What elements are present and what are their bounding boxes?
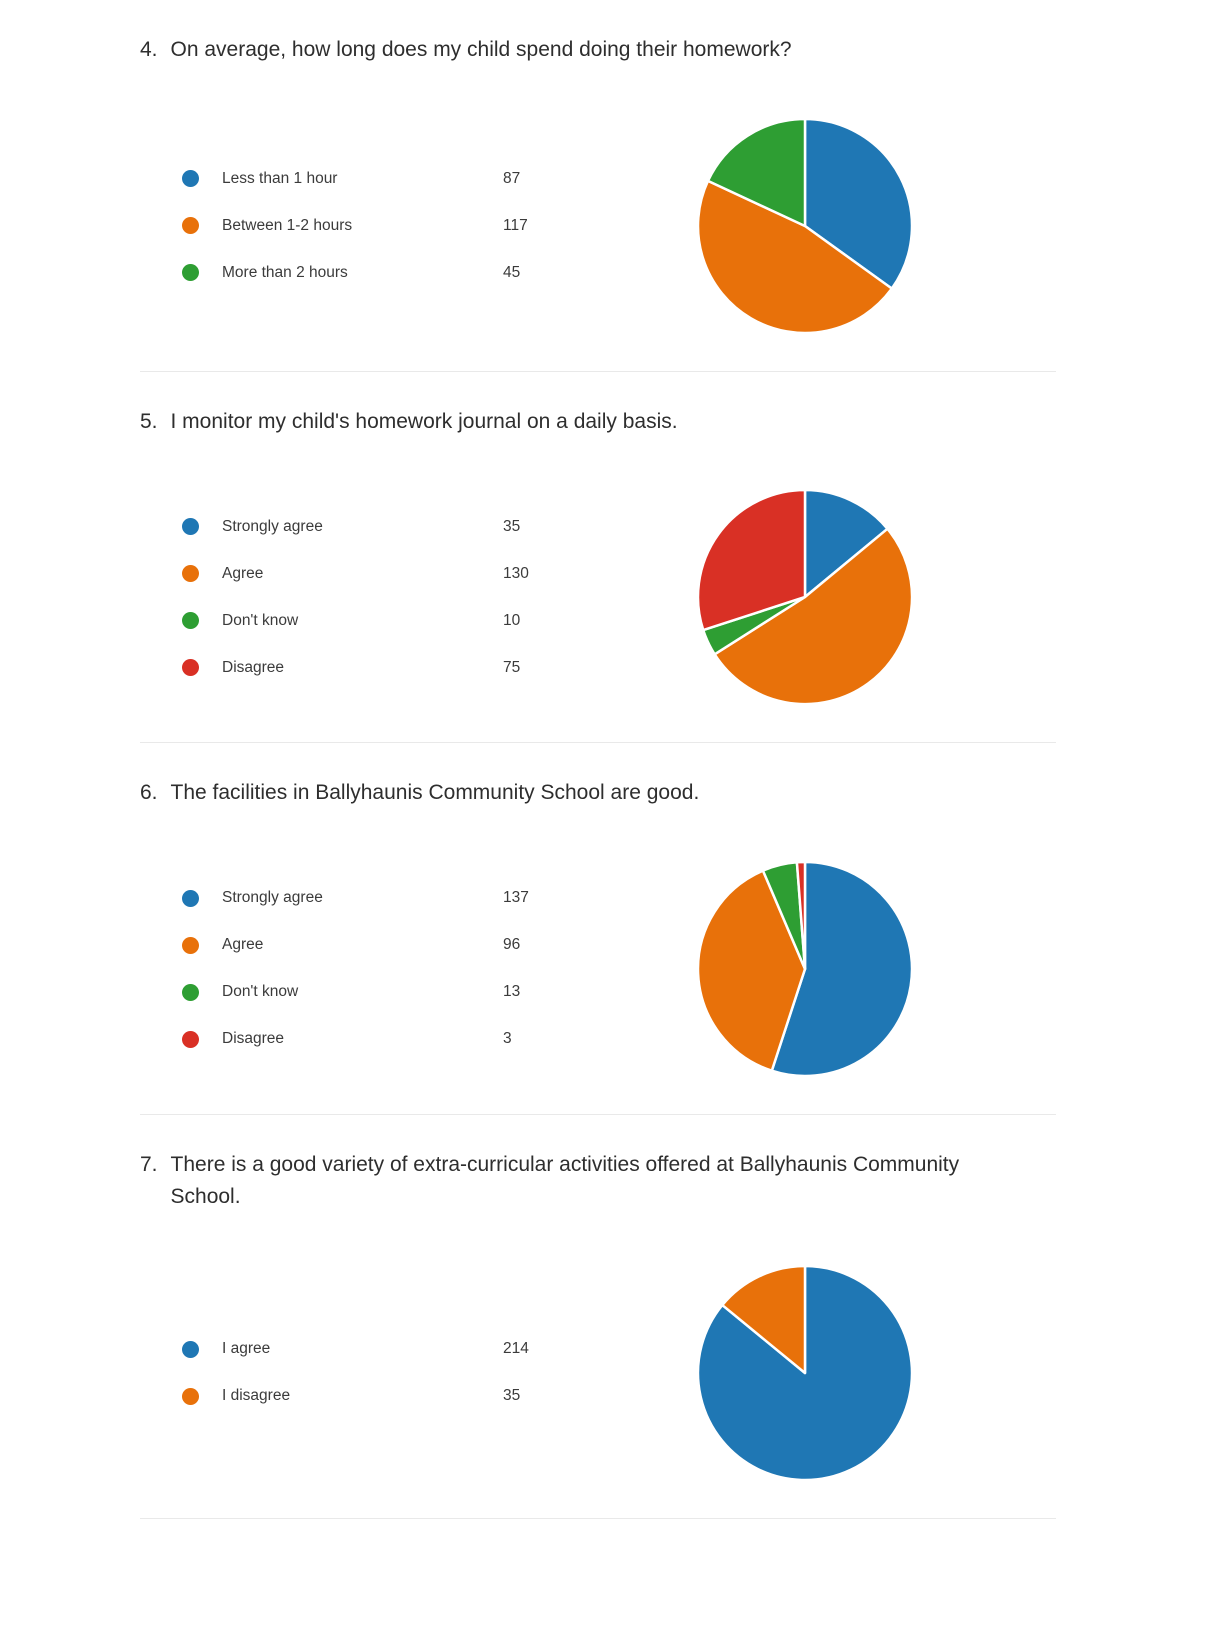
legend-count: 35 [503, 1387, 521, 1405]
legend-count: 45 [503, 263, 521, 281]
pie-slice [696, 179, 894, 334]
pie-chart [696, 1264, 914, 1481]
pie-slice [721, 1264, 807, 1374]
legend-row: Less than 1 hour 87 [182, 170, 550, 188]
legend-count: 3 [503, 1030, 512, 1048]
legend-color-dot-icon [182, 518, 199, 536]
pie-slice [713, 527, 914, 706]
question-body: Strongly agree 137 Agree 96 Don't know 1… [140, 858, 1056, 1080]
legend: Strongly agree 137 Agree 96 Don't know 1… [182, 889, 550, 1048]
legend-label: More than 2 hours [222, 263, 348, 281]
legend-color-dot-icon [182, 170, 199, 188]
question-number: 7. [140, 1152, 158, 1176]
legend-color-dot-icon [182, 659, 199, 677]
question-title: The facilities in Ballyhaunis Community … [170, 781, 700, 805]
legend-color-dot-icon [182, 983, 199, 1001]
question-header: 4. On average, how long does my child sp… [140, 34, 1056, 67]
pie-slice [795, 860, 807, 970]
question-body: Strongly agree 35 Agree 130 Don't know 1… [140, 486, 1056, 708]
legend-row: Don't know 10 [182, 612, 550, 630]
pie-chart-container [694, 115, 916, 337]
legend-count: 87 [503, 169, 521, 187]
question-header: 5. I monitor my child's homework journal… [140, 406, 1056, 439]
question-body: Less than 1 hour 87 Between 1-2 hours 11… [140, 115, 1056, 337]
pie-chart [696, 117, 914, 334]
question-title: There is a good variety of extra-curricu… [170, 1152, 960, 1209]
legend-label: Agree [222, 564, 264, 582]
question-number: 6. [140, 781, 158, 805]
legend-row: Disagree 3 [182, 1030, 550, 1048]
pie-slice [803, 117, 914, 290]
legend-color-dot-icon [182, 217, 199, 235]
legend-row: Between 1-2 hours 117 [182, 217, 550, 235]
question-number: 5. [140, 409, 158, 433]
legend-count: 35 [503, 517, 521, 535]
legend-label: Less than 1 hour [222, 169, 338, 187]
legend-row: I agree 214 [182, 1340, 550, 1358]
legend-row: Agree 96 [182, 936, 550, 954]
question-section: 4. On average, how long does my child sp… [140, 0, 1056, 372]
legend-count: 10 [503, 611, 521, 629]
legend-label: Strongly agree [222, 889, 323, 907]
legend-count: 214 [503, 1340, 529, 1358]
pie-slice [696, 488, 807, 632]
legend-label: I disagree [222, 1387, 291, 1405]
legend-label: Don't know [222, 611, 299, 629]
legend-row: More than 2 hours 45 [182, 264, 550, 282]
legend-label: Agree [222, 936, 264, 954]
question-section: 5. I monitor my child's homework journal… [140, 372, 1056, 744]
legend-row: Don't know 13 [182, 983, 550, 1001]
legend-row: Strongly agree 137 [182, 889, 550, 907]
question-body: I agree 214 I disagree 35 [140, 1262, 1056, 1484]
legend-color-dot-icon [182, 1030, 199, 1048]
legend-row: I disagree 35 [182, 1387, 550, 1405]
legend-color-dot-icon [182, 1387, 199, 1405]
pie-slice [706, 117, 807, 227]
legend-color-dot-icon [182, 565, 199, 583]
pie-chart-container [694, 1262, 916, 1484]
legend-count: 13 [503, 983, 521, 1001]
legend-color-dot-icon [182, 612, 199, 630]
legend-count: 75 [503, 658, 521, 676]
pie-chart [696, 860, 914, 1077]
question-section: 6. The facilities in Ballyhaunis Communi… [140, 743, 1056, 1115]
legend-row: Agree 130 [182, 565, 550, 583]
pie-slice [770, 860, 914, 1077]
legend-label: Don't know [222, 983, 299, 1001]
pie-chart-container [694, 858, 916, 1080]
legend-row: Disagree 75 [182, 659, 550, 677]
legend: I agree 214 I disagree 35 [182, 1340, 550, 1405]
legend-label: Disagree [222, 1030, 285, 1048]
legend-label: I agree [222, 1340, 271, 1358]
legend-count: 96 [503, 936, 521, 954]
legend-label: Disagree [222, 658, 285, 676]
legend-color-dot-icon [182, 1340, 199, 1358]
legend-row: Strongly agree 35 [182, 518, 550, 536]
question-section: 7. There is a good variety of extra-curr… [140, 1115, 1056, 1519]
question-header: 6. The facilities in Ballyhaunis Communi… [140, 777, 1056, 810]
legend-count: 117 [503, 216, 528, 234]
question-header: 7. There is a good variety of extra-curr… [140, 1149, 1056, 1214]
legend-color-dot-icon [182, 264, 199, 282]
pie-chart-container [694, 486, 916, 708]
legend-count: 130 [503, 564, 529, 582]
pie-chart [696, 488, 914, 706]
legend-color-dot-icon [182, 889, 199, 907]
pie-slice [696, 868, 807, 1072]
legend-label: Between 1-2 hours [222, 216, 353, 234]
question-title: On average, how long does my child spend… [170, 38, 792, 61]
legend: Strongly agree 35 Agree 130 Don't know 1… [182, 518, 550, 677]
question-number: 4. [140, 38, 158, 61]
legend-label: Strongly agree [222, 517, 323, 535]
legend-count: 137 [503, 889, 529, 907]
legend-color-dot-icon [182, 936, 199, 954]
question-title: I monitor my child's homework journal on… [170, 409, 678, 433]
legend: Less than 1 hour 87 Between 1-2 hours 11… [182, 170, 550, 282]
pie-slice [803, 488, 889, 599]
survey-results: 4. On average, how long does my child sp… [140, 0, 1056, 1519]
